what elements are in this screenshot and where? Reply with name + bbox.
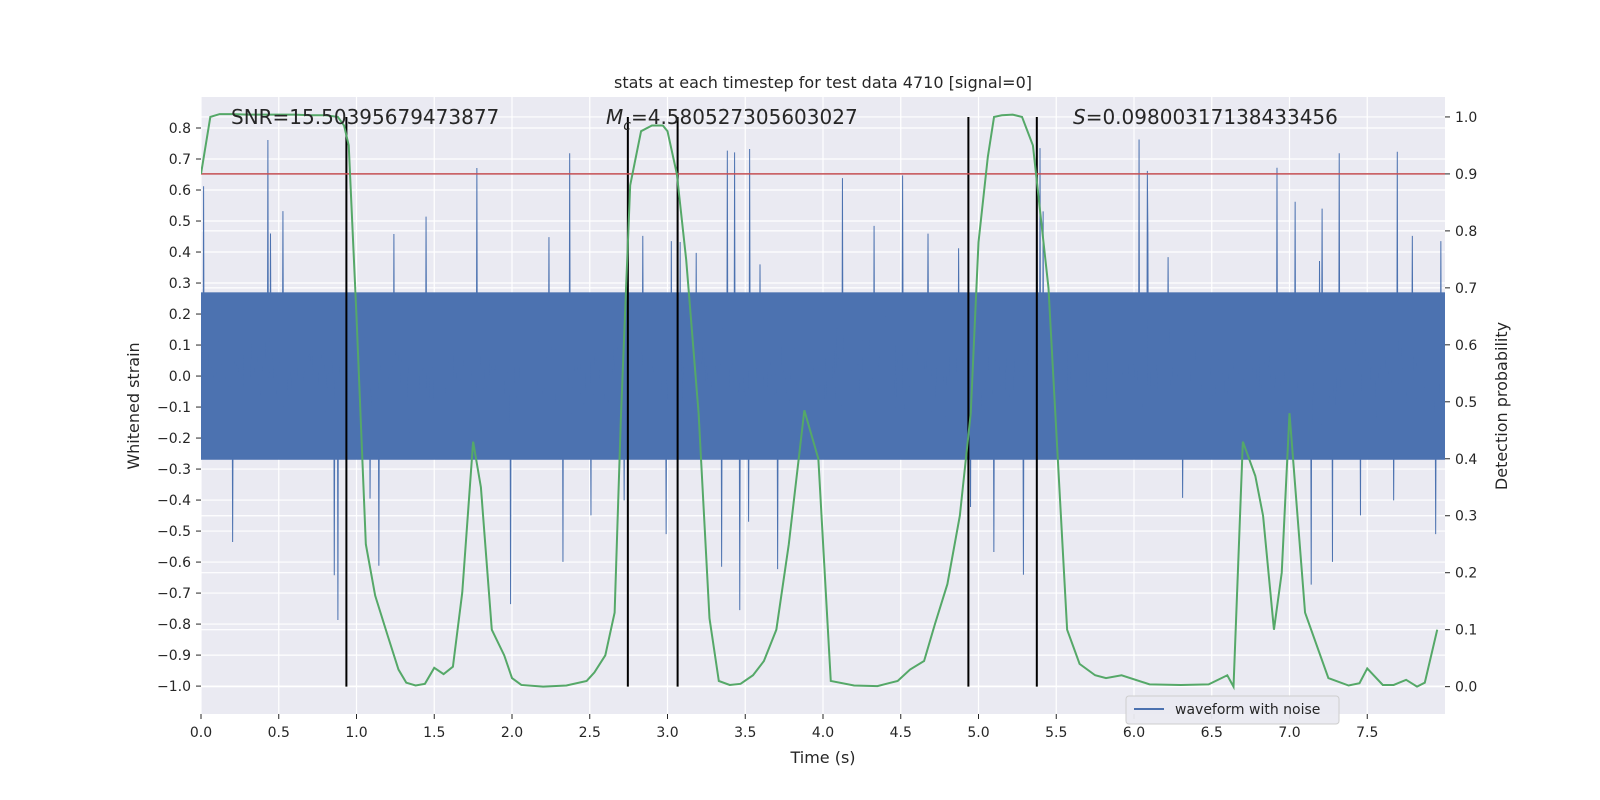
y-tick-label: −0.3: [157, 462, 191, 478]
y2-tick-label: 0.8: [1455, 224, 1477, 240]
y2-tick-label: 0.4: [1455, 452, 1477, 468]
y-tick-label: −1.0: [157, 679, 191, 695]
y-tick-label: −0.1: [157, 400, 191, 416]
chirp-mass-value: =4.580527305603027: [631, 105, 858, 129]
y2-tick-label: 0.7: [1455, 281, 1477, 297]
y-tick-label: 0.3: [169, 276, 191, 292]
y2-tick-label: 0.2: [1455, 566, 1477, 582]
y-tick-label: −0.4: [157, 493, 191, 509]
y2-tick-label: 0.0: [1455, 680, 1477, 696]
y-axis-label: Whitened strain: [124, 342, 143, 469]
y-tick-label: −0.2: [157, 431, 191, 447]
y-tick-label: −0.9: [157, 648, 191, 664]
x-tick-label: 5.0: [967, 725, 989, 741]
y2-axis-label: Detection probability: [1492, 322, 1511, 490]
chart-title: stats at each timestep for test data 471…: [614, 73, 1032, 92]
s-symbol: S: [1073, 105, 1086, 129]
legend: waveform with noise: [1125, 695, 1340, 725]
y2-tick-label: 0.6: [1455, 338, 1477, 354]
y-tick-label: 0.6: [169, 183, 191, 199]
y-tick-label: −0.5: [157, 524, 191, 540]
y-tick-label: 0.2: [169, 307, 191, 323]
x-tick-label: 6.5: [1201, 725, 1223, 741]
y-tick-label: 0.7: [169, 152, 191, 168]
vertical-markers: [345, 116, 1038, 687]
y2-tick-label: 0.9: [1455, 167, 1477, 183]
y2-tick-label: 0.3: [1455, 509, 1477, 525]
x-tick-label: 5.5: [1045, 725, 1067, 741]
x-axis-label: Time (s): [789, 748, 855, 767]
x-tick-label: 2.5: [579, 725, 601, 741]
x-tick-label: 6.0: [1123, 725, 1145, 741]
series-waveform-with-noise: [201, 139, 1445, 620]
y2-axis-ticks: 1.0 0.9 0.8 0.7 0.6 0.5 0.4 0.3 0.2 0.1 0.0: [1445, 110, 1477, 696]
x-tick-label: 0.5: [268, 725, 290, 741]
x-axis-ticks: 0.0 0.5 1.0 1.5 2.0 2.5 3.0 3.5 4.0 4.5 5.0 5.5 6.0 6…: [190, 714, 1378, 741]
chirp-mass-annotation: Mc=4.580527305603027: [606, 105, 858, 134]
x-tick-label: 0.0: [190, 725, 212, 741]
y-tick-label: −0.6: [157, 555, 191, 571]
y-tick-label: 0.1: [169, 338, 191, 354]
y-tick-label: −0.8: [157, 617, 191, 633]
y-tick-label: 0.8: [169, 121, 191, 137]
y-tick-label: 0.0: [169, 369, 191, 385]
s-annotation: S=0.09800317138433456: [1073, 105, 1338, 129]
x-tick-label: 4.0: [812, 725, 834, 741]
y2-tick-label: 0.5: [1455, 395, 1477, 411]
chirp-mass-symbol: M: [606, 105, 623, 129]
y-tick-label: 0.4: [169, 245, 191, 261]
y2-tick-label: 1.0: [1455, 110, 1477, 126]
legend-box: [1125, 695, 1340, 725]
snr-annotation: SNR=15.50395679473877: [231, 105, 499, 129]
x-tick-label: 3.5: [734, 725, 756, 741]
x-tick-label: 1.0: [345, 725, 367, 741]
legend-label-waveform: waveform with noise: [1175, 702, 1320, 718]
x-tick-label: 7.5: [1356, 725, 1378, 741]
y-tick-label: 0.5: [169, 214, 191, 230]
s-value: =0.09800317138433456: [1086, 105, 1338, 129]
y-axis-ticks: 0.8 0.7 0.6 0.5 0.4 0.3 0.2 0.1 0.0 −0.1 −0.2 −0.3 −…: [157, 121, 201, 695]
x-tick-label: 4.5: [890, 725, 912, 741]
x-tick-label: 2.0: [501, 725, 523, 741]
x-tick-label: 3.0: [656, 725, 678, 741]
y-tick-label: −0.7: [157, 586, 191, 602]
x-tick-label: 7.0: [1278, 725, 1300, 741]
y2-tick-label: 0.1: [1455, 623, 1477, 639]
series-detection-probability: [201, 113, 1439, 691]
chirp-mass-subscript: c: [623, 118, 631, 134]
x-tick-label: 1.5: [423, 725, 445, 741]
